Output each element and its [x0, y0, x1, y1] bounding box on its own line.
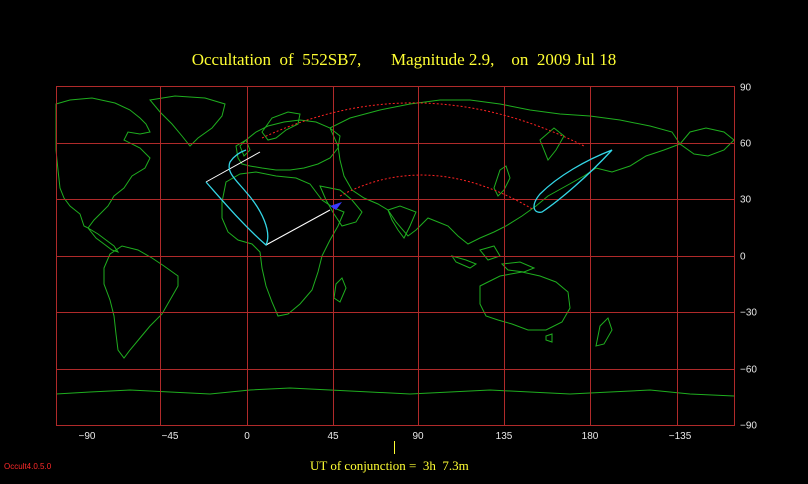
x-tick-label: −45 [161, 431, 179, 442]
sun-limit-east [265, 209, 331, 246]
y-tick-label: −30 [740, 307, 757, 319]
occultation-paths [205, 149, 613, 247]
y-tick-label: −60 [740, 364, 757, 376]
x-tick-label: 90 [412, 431, 424, 442]
y-tick-label: 60 [740, 138, 752, 150]
night-limit-south [339, 174, 535, 211]
path-end-marker [330, 202, 342, 210]
occultation-path-east [533, 149, 613, 213]
night-limit-curves [261, 102, 585, 211]
occultation-path-west [205, 149, 269, 247]
version-label: Occult4.0.5.0 [4, 462, 52, 471]
y-tick-label: 30 [740, 194, 752, 206]
conjunction-marker [394, 441, 395, 454]
y-tick-label: 90 [740, 82, 752, 94]
x-tick-label: 45 [327, 431, 339, 442]
sun-limit-west [205, 151, 261, 183]
night-limit-north [261, 102, 585, 147]
coastlines [55, 95, 735, 397]
sun-limit-curves [205, 151, 331, 246]
x-tick-label: 0 [244, 431, 250, 442]
x-tick-label: −90 [78, 431, 96, 442]
conjunction-time: UT of conjunction = 3h 7.3m [310, 458, 469, 473]
chart-title: Occultation of 552SB7, Magnitude 2.9, on… [191, 50, 617, 69]
x-tick-label: 135 [495, 431, 513, 442]
y-tick-label: 0 [740, 251, 746, 263]
graticule [56, 86, 735, 426]
x-tick-label: 180 [581, 431, 599, 442]
x-tick-label: −135 [668, 431, 692, 442]
y-tick-label: −90 [740, 420, 757, 432]
